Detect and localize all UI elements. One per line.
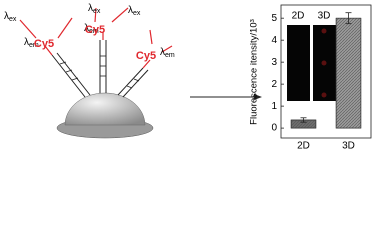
dye-label: Cy5	[85, 24, 105, 36]
x-tick-label: 3D	[342, 141, 355, 152]
wavelength-label: λex	[4, 11, 17, 23]
y-tick-label: 4	[271, 35, 277, 46]
wavelength-label: λem	[24, 37, 39, 49]
inset-label: 2D	[292, 11, 305, 22]
y-axis-label: Fluorescence itensity/10³	[249, 19, 260, 125]
dye-label: Cy5	[136, 50, 156, 62]
y-tick-label: 1	[271, 101, 277, 112]
dye-label: Cy5	[34, 38, 54, 50]
wavelength-label: λem	[160, 47, 175, 59]
y-tick-label: 0	[271, 123, 277, 134]
error-bar	[300, 117, 307, 123]
wavelength-label: λex	[128, 5, 141, 17]
y-tick-label: 2	[271, 79, 277, 90]
error-bar	[345, 12, 352, 25]
bar-hatch	[335, 17, 362, 129]
plot-frame	[280, 4, 372, 139]
x-tick-label: 2D	[297, 141, 310, 152]
inset-label: 3D	[318, 11, 331, 22]
inset: 2D 3D	[287, 11, 336, 101]
arrow	[190, 94, 262, 100]
wavelength-label: λem	[84, 23, 99, 35]
y-tick-label: 5	[271, 13, 277, 24]
y-tick-label: 3	[271, 57, 277, 68]
wavelength-label: λex	[88, 3, 101, 15]
